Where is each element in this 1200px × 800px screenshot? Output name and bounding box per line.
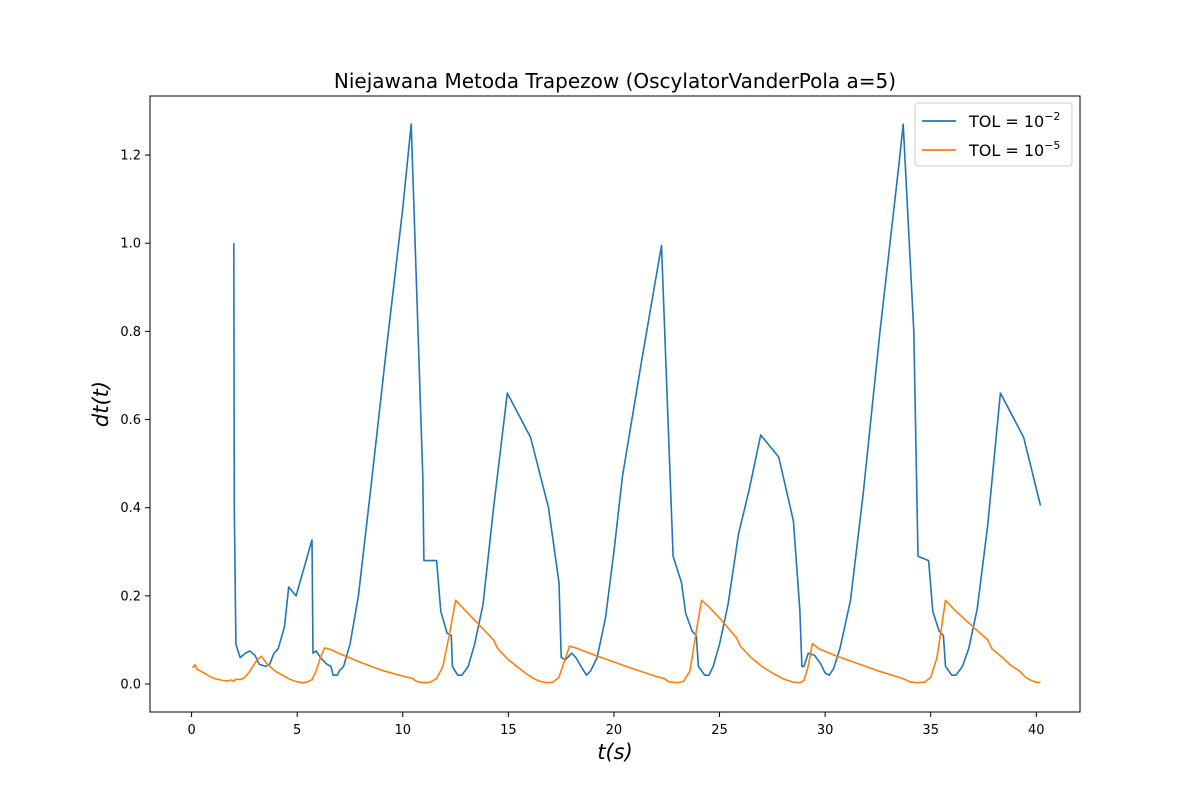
legend-label-1: TOL = 10−2 [968,110,1060,131]
series-line-2 [192,599,1041,684]
x-axis-label: t(s) [597,740,633,764]
y-tick-label: 0.2 [120,589,141,604]
x-tick-label: 35 [922,723,939,738]
y-axis-label: dt(t) [89,381,113,427]
legend-label-base: TOL = 10 [968,141,1044,160]
x-tick-label: 30 [817,723,834,738]
legend-label-2: TOL = 10−5 [968,139,1060,160]
y-tick-label: 0.4 [120,501,141,516]
x-tick-label: 10 [394,723,411,738]
y-tick-label: 1.0 [120,237,141,252]
x-tick-label: 0 [187,723,195,738]
chart-title: Niejawana Metoda Trapezow (OscylatorVand… [334,69,896,93]
x-tick-label: 25 [711,723,728,738]
y-tick-label: 1.2 [120,149,141,164]
legend-label-exponent: −5 [1044,139,1060,152]
series-layer [192,123,1042,684]
y-tick-label: 0.8 [120,325,141,340]
y-axis: 0.0 0.2 0.4 0.6 0.8 1.0 1.2 [120,149,150,693]
legend-label-base: TOL = 10 [968,112,1044,131]
y-tick-label: 0.6 [120,413,141,428]
x-tick-label: 5 [293,723,301,738]
x-axis: 0 5 10 15 20 25 30 35 40 [187,712,1045,738]
x-tick-label: 15 [500,723,517,738]
x-tick-label: 20 [606,723,623,738]
y-tick-label: 0.0 [120,678,141,693]
legend-label-exponent: −2 [1044,110,1060,123]
axes-frame [149,95,1081,713]
plot-area: 0 5 10 15 20 25 30 35 40 0.0 0.2 0.4 0.6 0.8 1.0 1.2 [120,95,1081,738]
x-tick-label: 40 [1028,723,1045,738]
series-line-1 [233,123,1042,676]
